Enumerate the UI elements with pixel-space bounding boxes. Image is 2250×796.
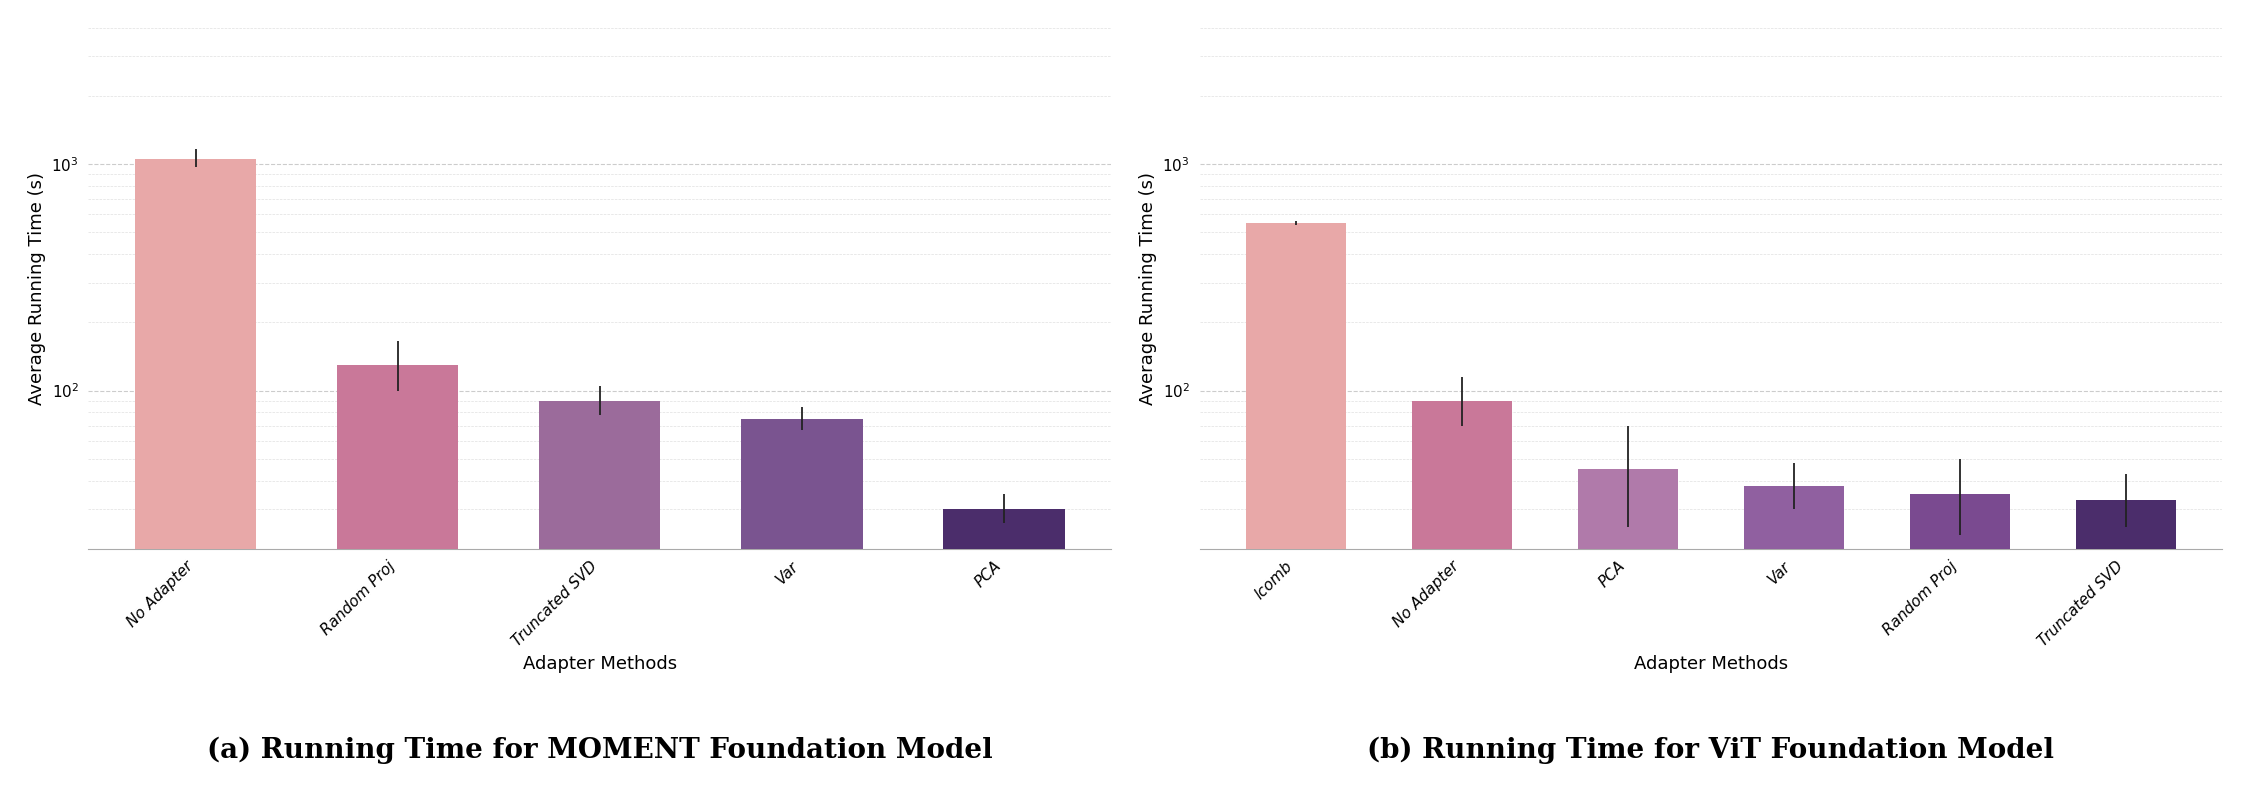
Bar	[135, 159, 256, 796]
Y-axis label: Average Running Time (s): Average Running Time (s)	[27, 172, 45, 405]
Bar	[1577, 469, 1678, 796]
Bar	[338, 365, 459, 796]
Y-axis label: Average Running Time (s): Average Running Time (s)	[1138, 172, 1156, 405]
Bar	[1744, 486, 1843, 796]
X-axis label: Adapter Methods: Adapter Methods	[522, 654, 677, 673]
Bar	[1246, 223, 1345, 796]
Text: (b) Running Time for ViT Foundation Model: (b) Running Time for ViT Foundation Mode…	[1368, 737, 2054, 764]
Bar	[540, 401, 662, 796]
Bar	[740, 419, 862, 796]
Text: (a) Running Time for MOMENT Foundation Model: (a) Running Time for MOMENT Foundation M…	[207, 737, 992, 764]
Bar	[1910, 494, 2009, 796]
Bar	[2077, 500, 2176, 796]
Bar	[943, 509, 1064, 796]
Bar	[1413, 401, 1512, 796]
X-axis label: Adapter Methods: Adapter Methods	[1634, 654, 1789, 673]
